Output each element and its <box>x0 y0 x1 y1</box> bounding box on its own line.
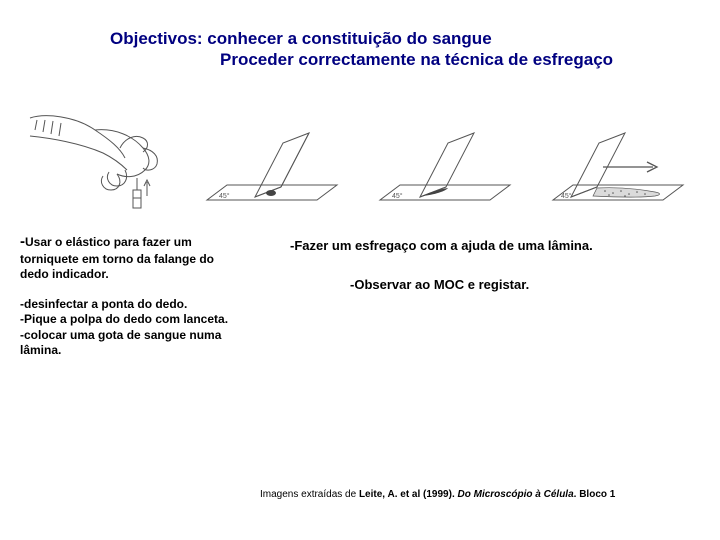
title-block: Objectivos: conhecer a constituição do s… <box>110 28 670 71</box>
step-prep: -desinfectar a ponta do dedo. -Pique a p… <box>20 297 230 359</box>
smear-step-1: 45° <box>197 125 347 215</box>
image-citation: Imagens extraídas de Leite, A. et al (19… <box>260 489 700 500</box>
title-line-1: Objectivos: conhecer a constituição do s… <box>110 28 670 49</box>
citation-authors: Leite, A. et al (1999). <box>359 489 458 500</box>
illustrations-row: 45° 45° <box>20 95 700 215</box>
step-smear: -Fazer um esfregaço com a ajuda de uma l… <box>290 238 690 253</box>
step-prick: -Pique a polpa do dedo com lanceta. <box>20 312 228 326</box>
angle-label-3: 45° <box>561 192 572 200</box>
citation-prefix: Imagens extraídas de <box>260 489 359 500</box>
step-elastic: -Usar o elástico para fazer um torniquet… <box>20 232 230 283</box>
smear-step-2: 45° <box>370 125 520 215</box>
step-drop: -colocar uma gota de sangue numa lâmina. <box>20 328 221 358</box>
step-disinfect: -desinfectar a ponta do dedo. <box>20 297 187 311</box>
citation-title: Do Microscópio à Célula <box>458 489 574 500</box>
citation-suffix: . Bloco 1 <box>574 489 616 500</box>
page-root: Objectivos: conhecer a constituição do s… <box>0 0 720 540</box>
smear-steps-illustrations: 45° 45° <box>190 120 700 215</box>
title-line-2: Proceder correctamente na técnica de esf… <box>110 49 670 70</box>
step-observe: -Observar ao MOC e registar. <box>290 277 690 292</box>
smear-step-3: 45° <box>543 125 693 215</box>
left-instructions: -Usar o elástico para fazer um torniquet… <box>20 232 230 373</box>
hand-lancet-illustration <box>20 105 190 215</box>
right-instructions: -Fazer um esfregaço com a ajuda de uma l… <box>290 238 690 316</box>
hand-svg <box>25 108 185 213</box>
angle-label-1: 45° <box>219 192 230 200</box>
step-elastic-text: Usar o elástico para fazer um torniquete… <box>20 235 214 281</box>
angle-label-2: 45° <box>392 192 403 200</box>
